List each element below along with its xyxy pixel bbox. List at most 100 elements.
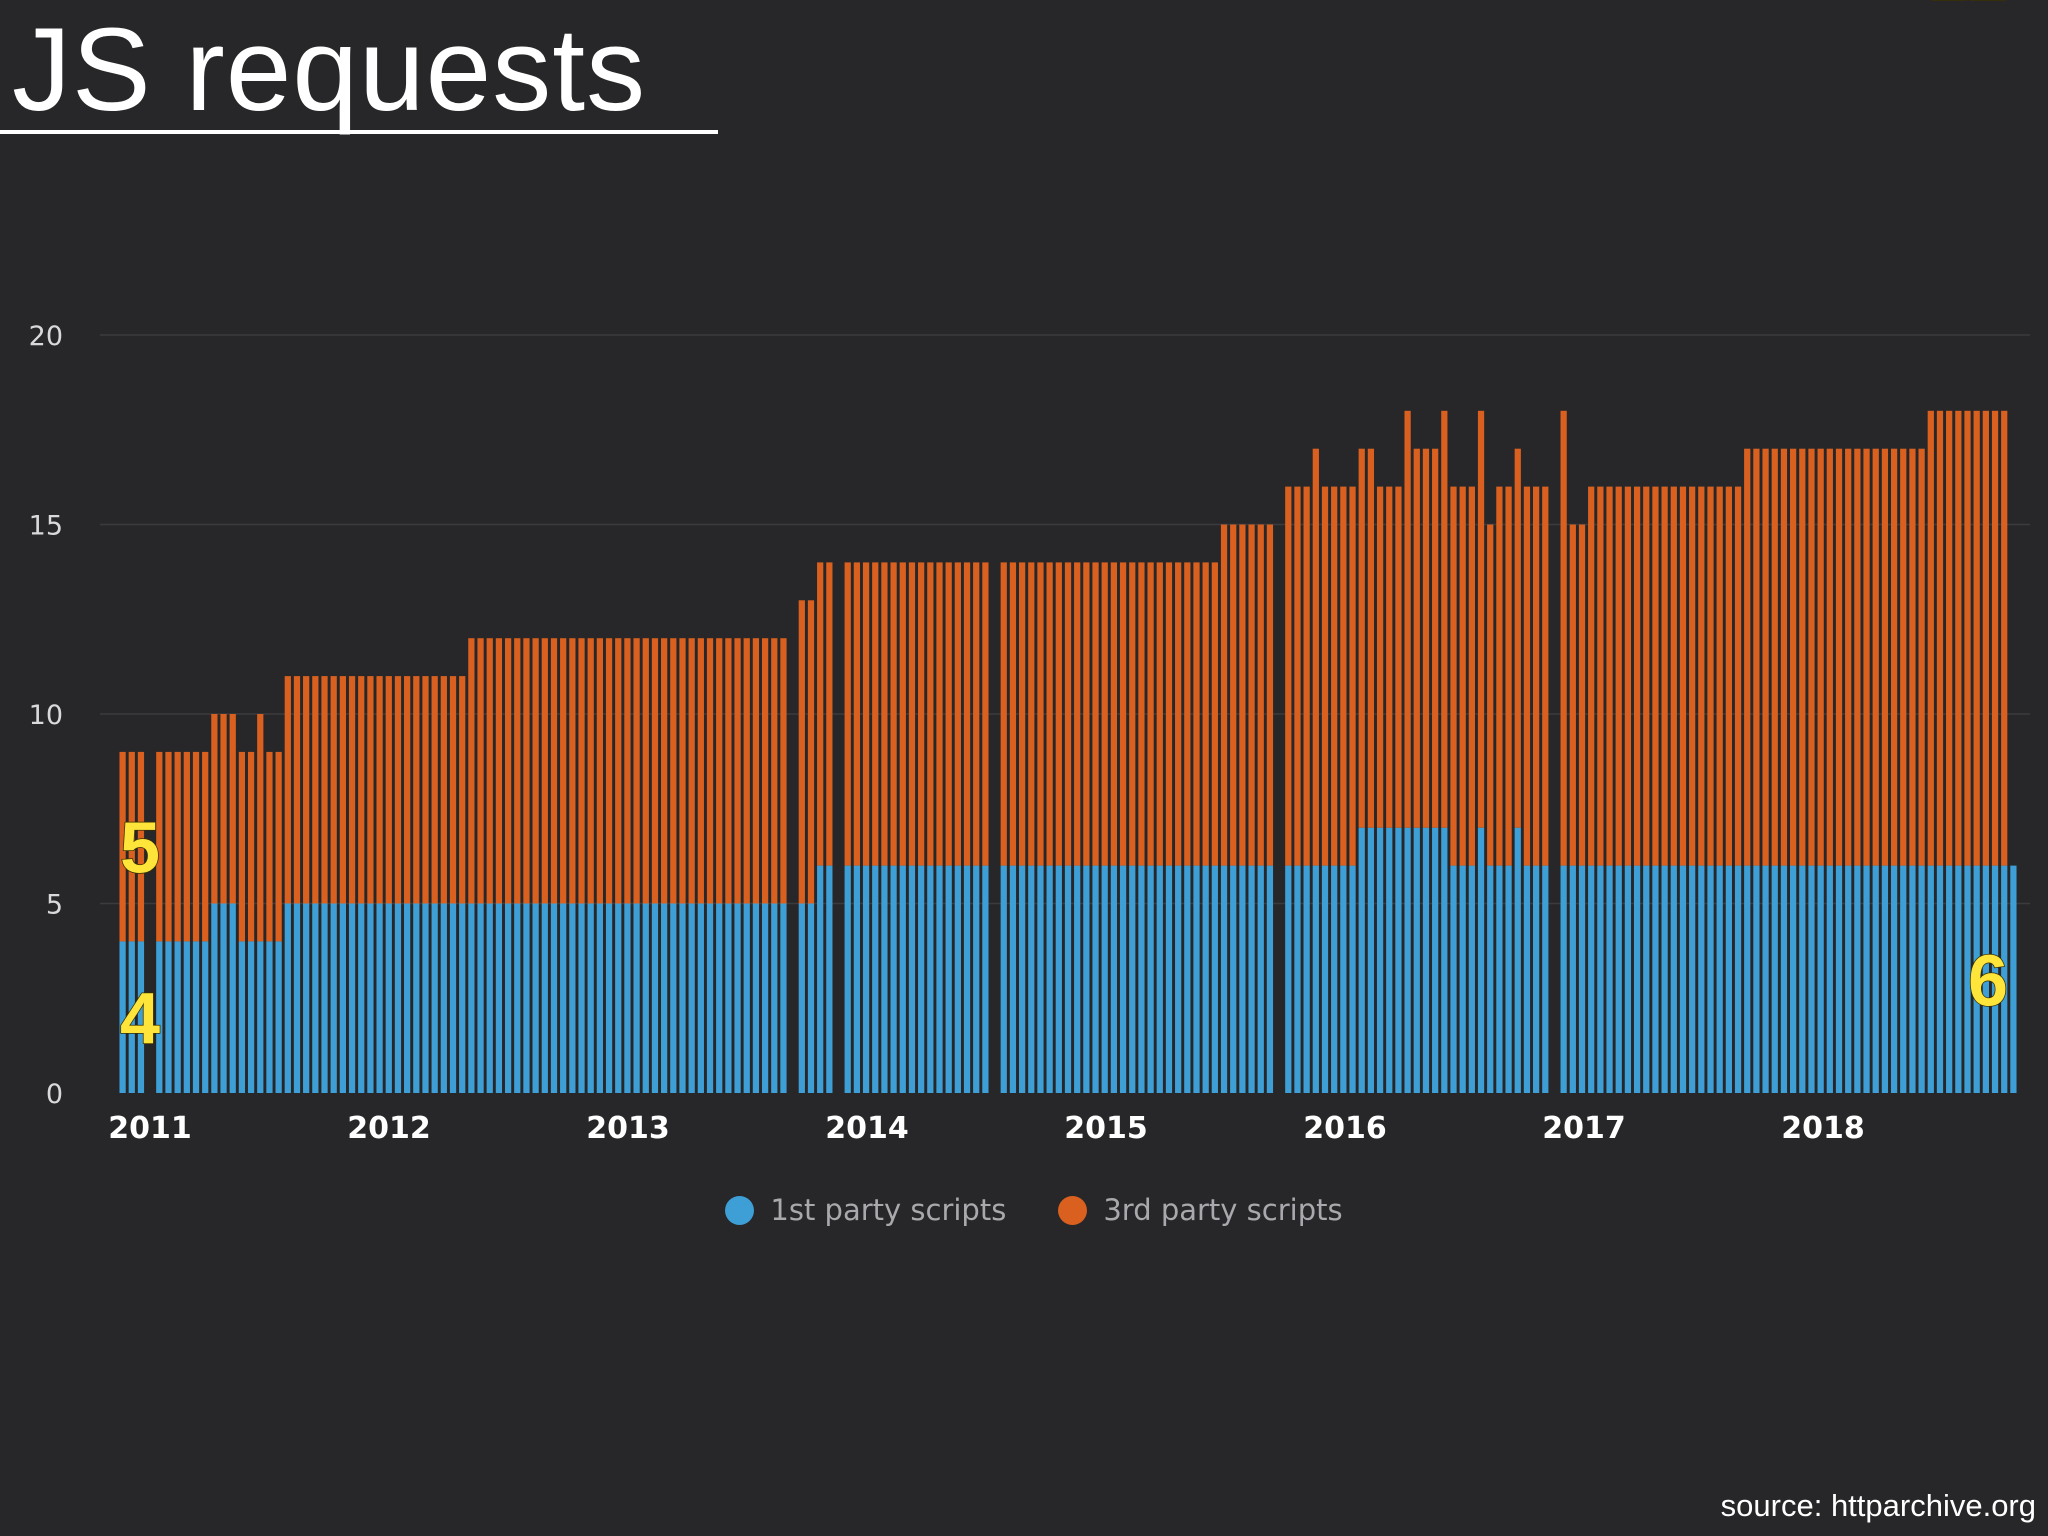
bar-first-party [679,903,686,1093]
bar-third-party [367,676,374,904]
bar-third-party [1257,524,1264,866]
bar-first-party [486,903,493,1093]
bar-third-party [321,676,328,904]
bar-third-party [275,751,282,942]
bar-third-party [1294,486,1301,866]
bar-first-party [780,903,787,1093]
bar-third-party [1046,562,1053,866]
bar-first-party [1991,865,1999,1093]
bar-first-party [973,865,980,1093]
bar-third-party [1018,562,1026,866]
bar-first-party [1119,865,1127,1093]
bar-first-party [1055,865,1062,1093]
bar-first-party [1817,865,1824,1093]
bar-third-party [844,562,851,866]
bar-first-party [1927,865,1934,1093]
bar-third-party [376,676,383,904]
bar-first-party [367,903,374,1093]
bar-third-party [1936,410,1944,866]
bar-third-party [1037,562,1044,866]
bar-third-party [238,751,246,942]
bar-first-party [1670,865,1677,1093]
bar-first-party [954,865,961,1093]
bar-third-party [312,676,319,904]
bar-first-party [192,941,200,1093]
bar-third-party [1679,486,1687,866]
bar-first-party [1900,865,1907,1093]
bar-first-party [1074,865,1081,1093]
bar-first-party [936,865,943,1093]
bar-first-party [1808,865,1815,1093]
bar-third-party [679,638,686,904]
bar-third-party [183,751,190,942]
bar-first-party [1890,865,1898,1093]
bar-third-party [266,751,273,942]
bar-first-party [651,903,659,1093]
bar-first-party [1872,865,1879,1093]
bar-first-party [670,903,677,1093]
bar-first-party [339,903,346,1093]
bar-third-party [899,562,906,866]
legend-item-third-party[interactable]: 3rd party scripts [1058,1193,1343,1227]
bar-first-party [1661,865,1668,1093]
source-note: source: httparchive.org [1720,1488,2036,1523]
bar-third-party [1468,486,1475,866]
bar-first-party [1165,865,1173,1093]
x-tick-label: 2012 [347,1111,431,1146]
bar-third-party [404,676,411,904]
bar-first-party [183,941,190,1093]
bar-first-party [468,903,475,1093]
bar-third-party [137,751,145,942]
bar-first-party [137,941,145,1093]
x-tick-label: 2013 [586,1111,670,1146]
bar-third-party [504,638,512,904]
bar-first-party [807,903,815,1093]
bar-third-party [615,638,622,904]
bar-third-party [697,638,704,904]
bar-first-party [1340,865,1347,1093]
bar-third-party [165,751,172,942]
bar-first-party [1569,865,1576,1093]
bar-first-party [624,903,631,1093]
bar-first-party [569,903,576,1093]
bar-first-party [514,903,521,1093]
legend-swatch-third-party [1058,1195,1088,1225]
bar-third-party [339,676,346,904]
bar-first-party [1771,865,1778,1093]
bar-third-party [523,638,530,904]
bar-third-party [1744,448,1751,866]
bar-third-party [651,638,659,904]
legend-label-first-party: 1st party scripts [770,1193,1007,1227]
bar-third-party [1184,562,1191,866]
bar-third-party [1156,562,1163,866]
bar-first-party [1046,865,1053,1093]
bar-third-party [1101,562,1108,866]
annotation-label: 5 [120,809,160,889]
bar-third-party [348,676,356,904]
bar-third-party [1285,486,1292,866]
bar-third-party [1239,524,1246,866]
bar-third-party [1854,448,1861,866]
legend-item-first-party[interactable]: 1st party scripts [725,1193,1006,1227]
bar-first-party [1523,865,1531,1093]
bar-third-party [1303,486,1310,866]
bar-first-party [504,903,512,1093]
bar-first-party [615,903,622,1093]
bar-third-party [1661,486,1668,866]
bar-third-party [706,638,714,904]
bar-third-party [1138,562,1145,866]
bar-third-party [1477,410,1485,828]
bar-first-party [202,941,209,1093]
bar-first-party [1220,865,1228,1093]
bar-third-party [1698,486,1705,866]
bar-first-party [1000,865,1007,1093]
bar-third-party [908,562,916,866]
bar-first-party [1505,865,1512,1093]
bar-first-party [284,903,291,1093]
bar-third-party [633,638,640,904]
bar-first-party [881,865,888,1093]
bar-first-party [1606,865,1613,1093]
bar-third-party [202,751,209,942]
bar-first-party [1156,865,1163,1093]
bar-third-party [1991,410,1999,866]
